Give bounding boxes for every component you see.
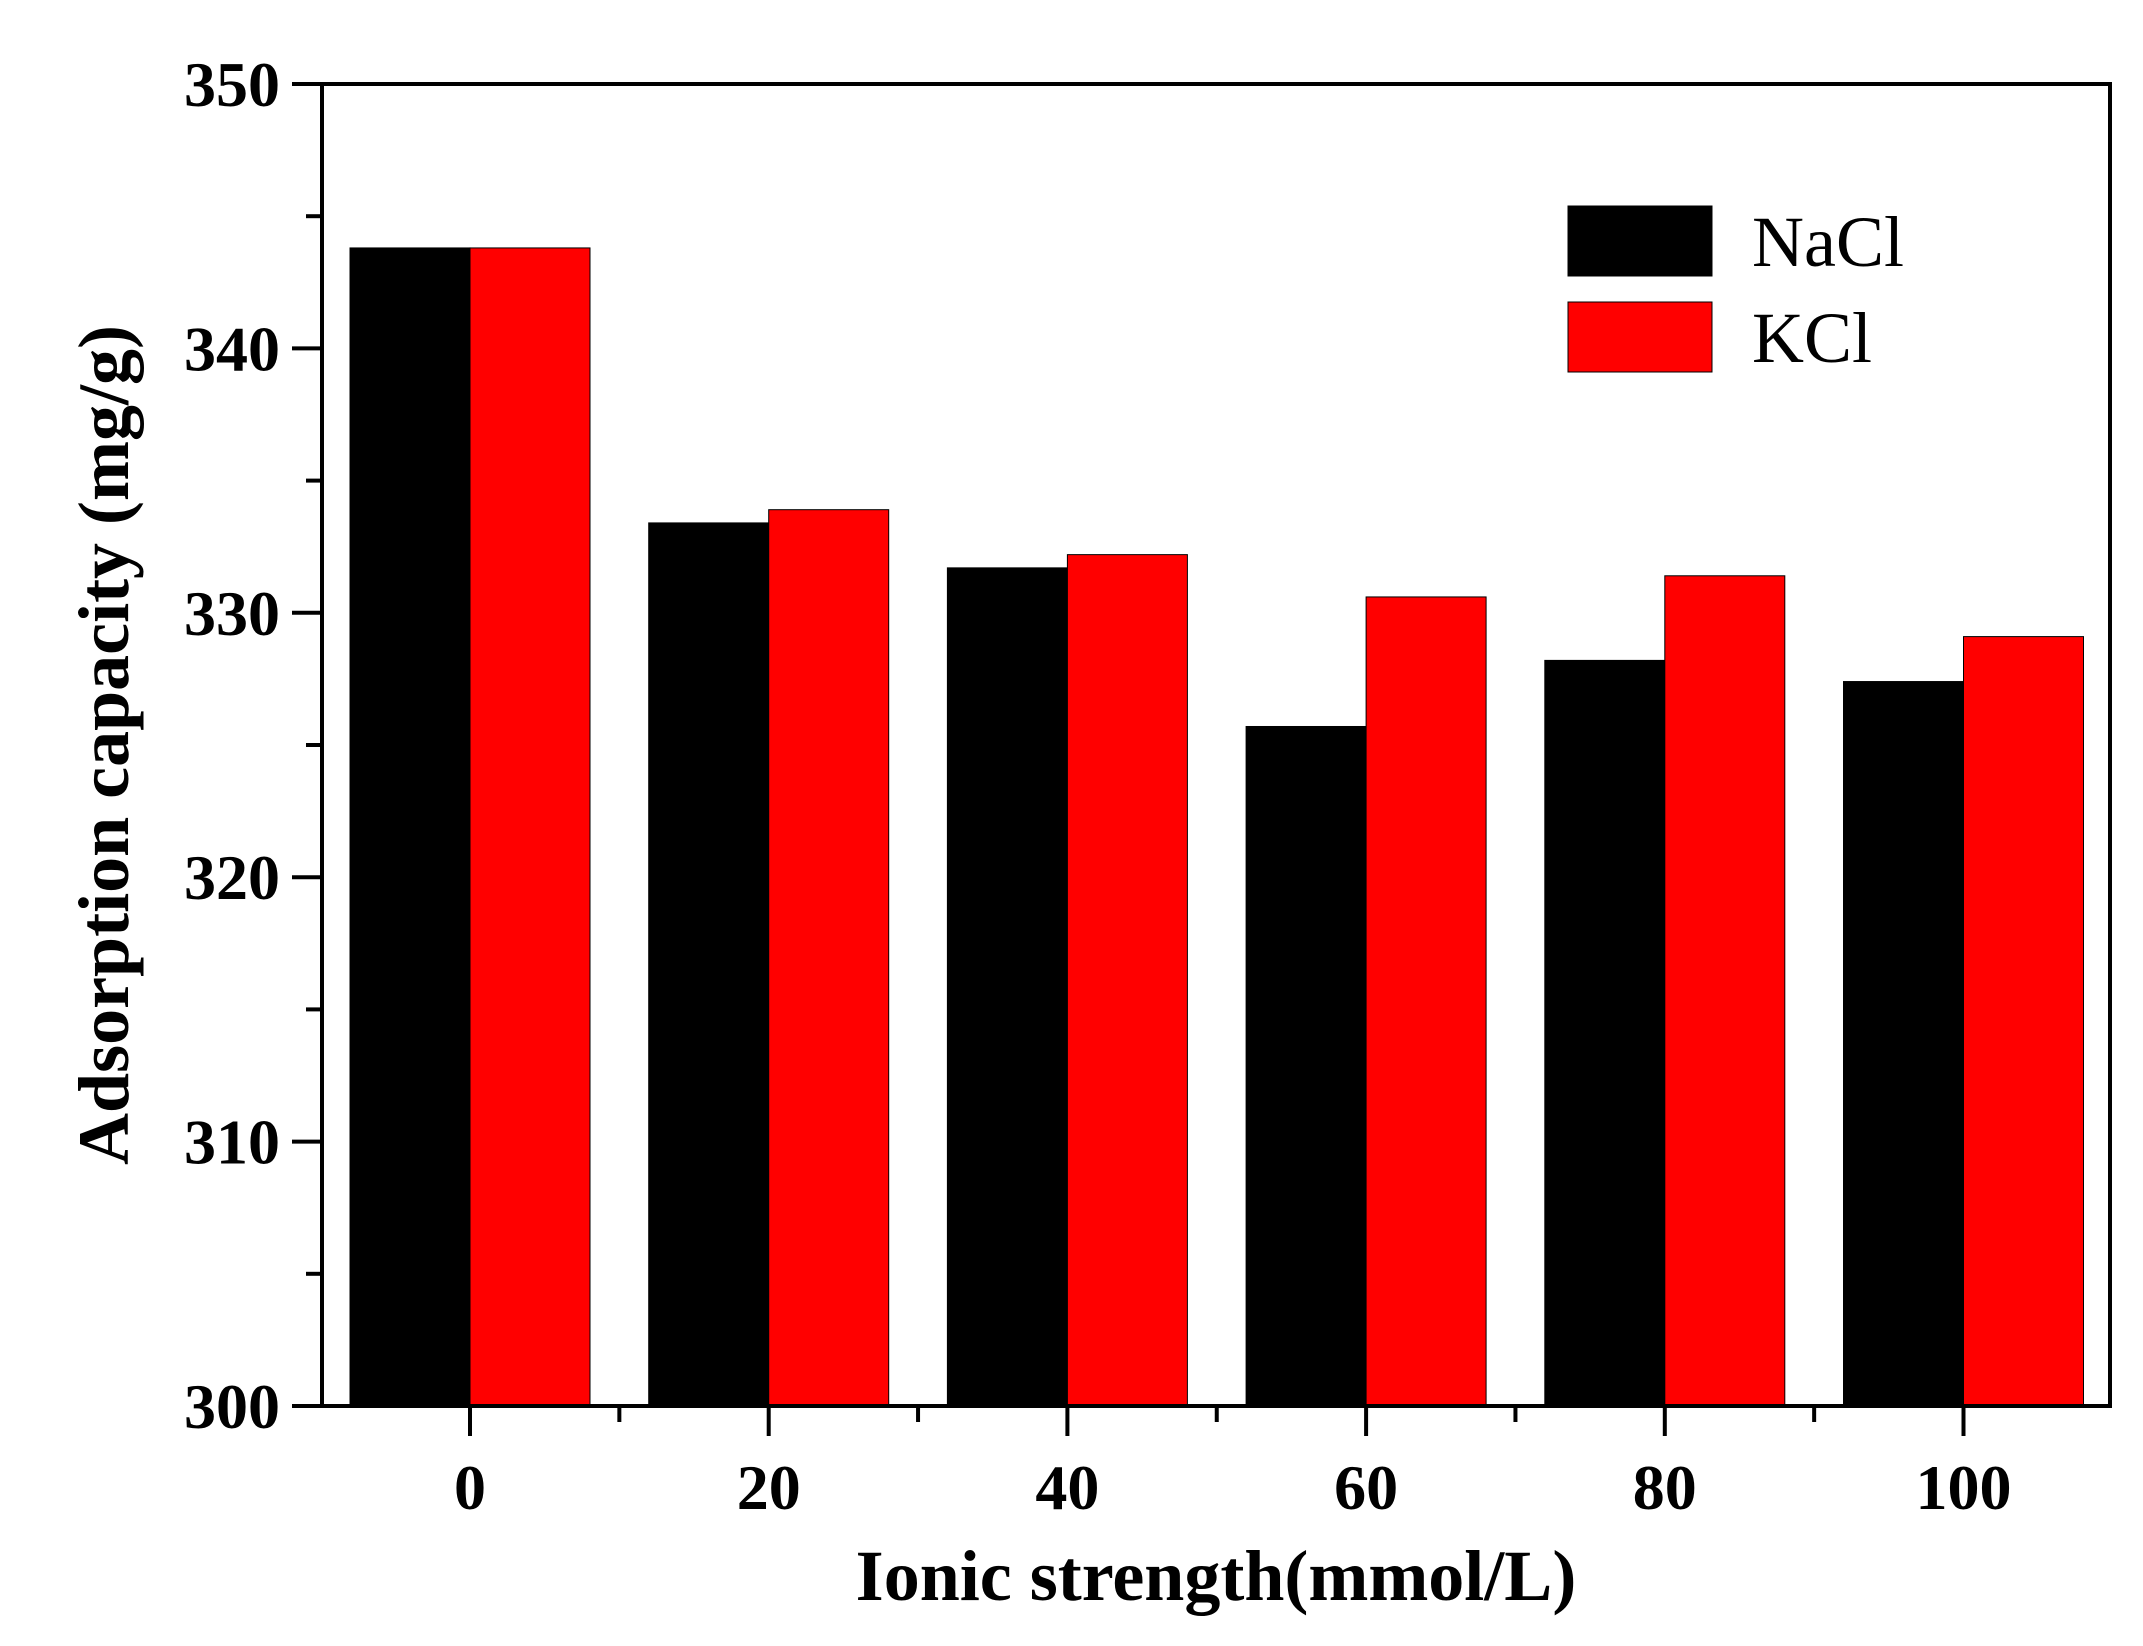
legend-swatch-nacl [1567, 205, 1713, 277]
y-tick-label: 330 [184, 578, 280, 649]
legend-label-kcl: KCl [1752, 298, 1872, 378]
y-axis-title: Adsorption capacity (mg/g) [64, 325, 144, 1165]
bar-kcl-100 [1963, 636, 2084, 1407]
bar-kcl-20 [768, 509, 890, 1407]
bar-nacl-80 [1544, 659, 1666, 1407]
bar-nacl-60 [1245, 725, 1367, 1407]
x-tick-label: 20 [737, 1452, 801, 1523]
bar-kcl-80 [1664, 575, 1786, 1407]
x-tick-label: 60 [1334, 1452, 1398, 1523]
legend: NaCl KCl [1567, 202, 1904, 378]
y-tick-label: 350 [184, 49, 280, 120]
y-axis: 300 310 320 330 340 350 [184, 49, 322, 1442]
y-tick-label: 320 [184, 842, 280, 913]
y-tick-label: 340 [184, 313, 280, 384]
y-tick-label: 300 [184, 1371, 280, 1442]
bar-nacl-100 [1843, 681, 1964, 1407]
x-tick-label: 0 [454, 1452, 486, 1523]
legend-swatch-kcl [1567, 301, 1713, 373]
x-tick-label: 40 [1035, 1452, 1099, 1523]
bar-nacl-0 [349, 247, 471, 1407]
bar-nacl-20 [648, 522, 770, 1407]
bar-kcl-0 [469, 247, 591, 1407]
bar-nacl-40 [946, 567, 1068, 1407]
bar-kcl-60 [1365, 596, 1487, 1407]
bars-layer [349, 247, 2084, 1407]
bar-kcl-40 [1066, 554, 1188, 1407]
x-tick-label: 100 [1916, 1452, 2012, 1523]
x-tick-label: 80 [1633, 1452, 1697, 1523]
x-axis: 0 20 40 60 80 100 [454, 1406, 2012, 1523]
y-tick-label: 310 [184, 1107, 280, 1178]
x-axis-title: Ionic strength(mmol/L) [856, 1536, 1577, 1616]
legend-label-nacl: NaCl [1752, 202, 1904, 282]
